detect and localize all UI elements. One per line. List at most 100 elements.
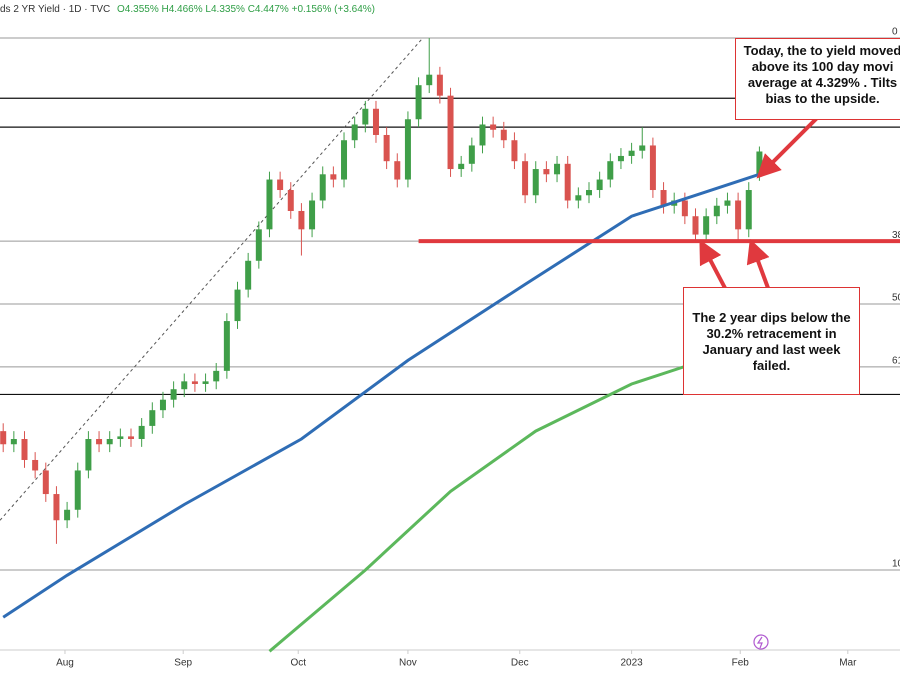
candle-body [117,436,124,440]
candle-body [42,470,49,495]
trendline [0,37,424,521]
candle-body [383,134,390,162]
candle-body [468,145,475,164]
candle-body [223,321,230,371]
annotation-line: 30.2% retracement in [706,326,837,341]
candle-body [724,200,731,206]
candle-body [287,190,294,211]
candle-body [479,124,486,146]
candle-body [245,260,252,290]
candle-body [191,381,198,384]
candle-body [649,145,656,191]
moving-average [2,172,760,619]
candle-body [159,399,166,411]
candle-body [585,190,592,196]
arrow [699,239,727,289]
arrow [746,238,770,289]
annotation-line: failed. [752,358,791,373]
candle-body [96,439,103,445]
ohlc-value: +0.156% (+3.64%) [291,4,375,15]
candle-body [128,436,135,440]
candle-body [426,74,433,86]
candle-body [319,174,326,201]
candle-body [0,431,7,445]
candle-body [170,389,177,400]
level-label: 50 [892,293,900,304]
candle-body [617,155,624,162]
candle-body [490,124,497,130]
plot-area: 0 38 50 61 100 Aug Sep Oct Nov Dec 2023 Feb Mar [0,27,900,669]
candle-body [234,289,241,322]
candle-body [447,95,454,170]
candle-body [500,129,507,141]
x-tick-label: Feb [732,658,750,669]
ohlc-value: H4.466% [161,4,203,15]
candle-body [639,145,646,151]
candle-body [532,169,539,196]
candle-body [255,229,262,261]
chart-title: ds 2 YR Yield · 1D · TVC [0,4,111,15]
event-icon-bolt [756,636,763,649]
candle-body [181,381,188,390]
x-tick-label: Nov [399,658,417,669]
ohlc-value: C4.447% [247,4,289,15]
candle-body [341,140,348,180]
candle-body [10,439,17,445]
candle-body [32,459,39,471]
candle-body [735,200,742,230]
candle-body [681,200,688,217]
annotation-line: average at 4.329% . Tilts [747,75,898,90]
annotation-line: bias to the upside. [765,91,880,106]
annotation: Today, the to yield moved above its 100 d… [735,38,900,120]
x-tick-label: Dec [511,658,529,669]
candle-body [628,150,635,156]
x-tick-label: 2023 [620,658,643,669]
x-tick-label: Oct [290,658,306,669]
candle-body [330,174,337,180]
candle-body [607,161,614,180]
x-tick-label: Aug [56,658,74,669]
level-label: 38 [892,230,900,241]
candle-body [660,190,667,206]
header: ds 2 YR Yield · 1D · TVC O4.355% H4.466%… [0,4,375,15]
candle-body [64,509,71,521]
candle-body [713,205,720,217]
candle-body [202,381,209,384]
event-icon[interactable] [753,634,769,650]
annotation-line: Today, the to yield moved [743,43,900,58]
ohlc-readout: O4.355% H4.466% L4.335% C4.447% +0.156% … [117,4,375,15]
level-label: 61 [892,356,900,367]
candle-body [543,169,550,175]
ohlc-value: O4.355% [117,4,159,15]
candle-body [394,161,401,180]
candle-body [458,163,465,170]
candle-body [149,410,156,426]
level-label: 100 [892,559,900,570]
candle-body [692,216,699,235]
level-label: 0 [892,27,898,38]
candle-body [596,179,603,191]
annotation-line: above its 100 day movi [751,59,894,74]
candle-body [106,439,113,445]
annotation: The 2 year dips below the 30.2% retraceme… [683,287,860,395]
candle-body [745,190,752,230]
ohlc-value: L4.335% [205,4,245,15]
candle-body [213,370,220,382]
candle-body [575,195,582,201]
candle-body [554,163,561,175]
candle-body [266,179,273,230]
candle-body [522,161,529,196]
candle-body [756,151,763,176]
candle-body [138,425,145,440]
x-tick-label: Sep [174,658,192,669]
candle-body [362,108,369,125]
candle-body [74,470,81,510]
candle-body [277,179,284,191]
candle-body [53,494,60,521]
annotation-line: January and last week [702,342,841,357]
arrow [756,113,822,179]
candle-body [351,124,358,141]
candle-body [436,74,443,96]
